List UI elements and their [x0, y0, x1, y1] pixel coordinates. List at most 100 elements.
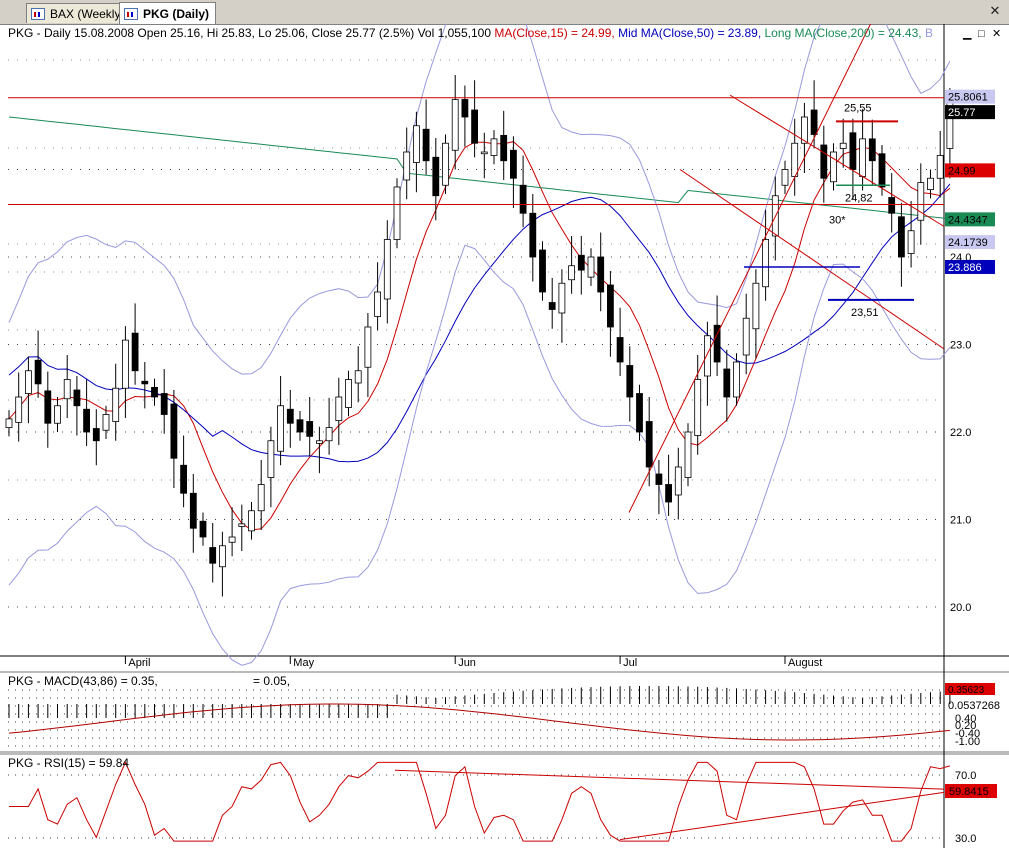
ohlc-readout: PKG - Daily 15.08.2008 Open 25.16, Hi 25…	[8, 26, 491, 40]
tab-bax-weekly[interactable]: BAX (Weekly)	[26, 3, 132, 23]
rsi-pane: 70.0 30.0 59.8415	[8, 761, 997, 845]
ma15-readout: MA(Close,15) = 24.99,	[494, 26, 614, 40]
macd-y-tick: -0.40	[955, 728, 980, 740]
candle-body	[752, 282, 760, 330]
candle-body	[432, 156, 440, 197]
candle-body	[655, 473, 663, 485]
candle-body	[684, 431, 692, 478]
bollinger-lower	[8, 244, 951, 666]
candle-body	[742, 317, 750, 356]
price-tag-label: 24.99	[948, 165, 976, 177]
candle-body	[189, 492, 197, 529]
candle-body	[141, 380, 149, 385]
candle-body	[529, 212, 537, 258]
candle-body	[480, 151, 488, 155]
price-tag	[945, 235, 995, 250]
trend-drawings[interactable]	[8, 24, 945, 513]
candle-body	[548, 302, 556, 310]
y-tick-label: 20.0	[950, 602, 971, 614]
y-tick-label: 22.0	[950, 427, 971, 439]
macd-y-tick: 0.20	[955, 720, 976, 732]
trend-line-down	[729, 94, 945, 227]
price-tag	[945, 105, 995, 120]
candle-body	[218, 545, 226, 568]
candle-body	[694, 379, 702, 436]
pane-controls	[952, 26, 1004, 40]
price-tag-label: 25.77	[948, 107, 976, 119]
candle-body	[859, 138, 866, 177]
candle-body	[461, 99, 469, 118]
chart-icon	[31, 7, 45, 20]
candle-body	[519, 184, 527, 214]
candle-body	[228, 536, 236, 543]
candle-body	[257, 484, 265, 512]
candle-body	[558, 282, 566, 314]
rsi-y-tick: 70.0	[955, 770, 976, 782]
candle-body	[209, 547, 217, 564]
candle-body	[471, 109, 479, 144]
candle-body	[810, 109, 818, 135]
candle-body	[374, 291, 382, 317]
trend-line-up	[628, 24, 872, 513]
candlestick-series	[5, 75, 954, 597]
candle-body	[325, 427, 333, 442]
candle-body	[587, 256, 595, 278]
candle-body	[383, 239, 391, 300]
price-tag-label: 24.1739	[948, 237, 988, 249]
candle-body	[151, 386, 158, 398]
candle-body	[898, 216, 905, 258]
price-tag-label: 25.8061	[948, 92, 988, 104]
price-annotation: 23,51	[851, 307, 879, 319]
macd-y-tick: -1.00	[955, 736, 980, 748]
tab-pkg-daily[interactable]: PKG (Daily)	[119, 2, 217, 24]
candle-body	[238, 523, 246, 527]
candle-body	[830, 151, 837, 183]
candle-body	[723, 368, 731, 398]
macd-top-tag-label: 0.35623	[948, 685, 985, 696]
rsi-title: PKG - RSI(15) = 59.84	[8, 756, 129, 770]
candle-body	[849, 132, 857, 170]
candle-body	[54, 405, 61, 424]
candle-body	[403, 151, 411, 181]
price-tags: 25.8061 25.77 24.99 24.4347 24.1739 23.886	[945, 89, 995, 274]
candle-body	[936, 155, 944, 179]
price-annotations: 25,55 24,82 30* 23,51	[829, 102, 879, 319]
date-x-axis: April May Jun Jul August	[124, 656, 822, 669]
candle-body	[412, 125, 420, 163]
candle-body	[577, 254, 585, 271]
candle-body	[335, 396, 343, 422]
candle-body	[122, 339, 129, 389]
bollinger-readout: B	[925, 26, 933, 40]
candle-body	[704, 335, 711, 377]
minimize-icon[interactable]: ▁	[962, 28, 972, 40]
candle-body	[927, 177, 934, 191]
candle-body	[490, 138, 498, 156]
chart-tab-bar: BAX (Weekly) PKG (Daily) ✕	[0, 0, 1009, 25]
close-pane-icon[interactable]: ✕	[992, 28, 1001, 40]
price-annotation: 24,82	[845, 192, 873, 204]
candle-body	[131, 332, 139, 372]
bollinger-upper	[8, 24, 951, 375]
candle-body	[509, 149, 517, 179]
candle-body	[277, 405, 285, 452]
macd-title: PKG - MACD(43,86) = 0.35,	[8, 674, 158, 688]
tab-label: BAX (Weekly)	[50, 6, 125, 21]
macd-value-tag: 0.0537268	[948, 700, 1000, 712]
candle-body	[63, 379, 71, 400]
close-icon[interactable]: ✕	[989, 3, 1001, 18]
candle-body	[917, 182, 925, 221]
candle-body	[674, 466, 682, 496]
candle-body	[500, 134, 508, 162]
candle-body	[24, 370, 32, 394]
x-tick-label: August	[788, 657, 822, 669]
ma200-line	[8, 116, 950, 220]
price-tag	[945, 89, 995, 104]
maximize-icon[interactable]: □	[978, 28, 985, 40]
rsi-trend-line-bottom	[619, 791, 945, 841]
candle-body	[15, 396, 23, 423]
candle-body	[315, 440, 323, 444]
candle-body	[539, 249, 546, 293]
candle-body	[34, 359, 42, 385]
candle-body	[393, 186, 401, 240]
moving-averages	[8, 24, 951, 666]
